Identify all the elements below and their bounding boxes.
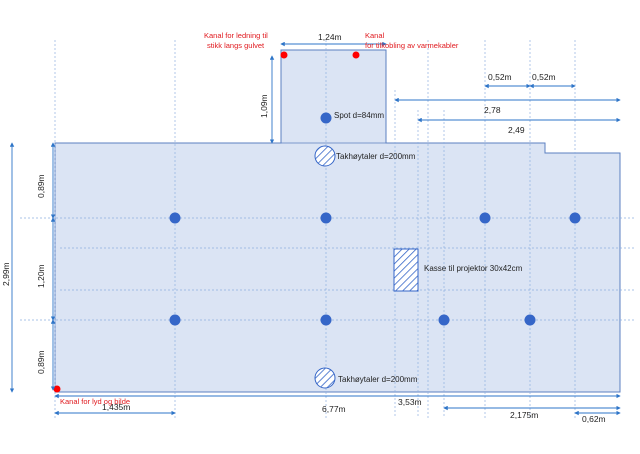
dim-total-width: 6,77m [322, 404, 346, 414]
channel-marker-icon [280, 51, 288, 59]
spot-icon [569, 212, 581, 224]
label-projector-box: Kasse til projektor 30x42cm [424, 264, 523, 273]
label-channel-heat-1: Kanal [365, 31, 385, 40]
dim-total-height: 2,99m [1, 262, 11, 286]
dimension-lines [9, 41, 621, 416]
spot-icon [438, 314, 450, 326]
label-speaker-top: Takhøytaler d=200mm [336, 152, 416, 161]
spot-icon [479, 212, 491, 224]
spot-icon [320, 212, 332, 224]
dim-bottom-band: 0,89m [36, 350, 46, 374]
room-outline [54, 49, 621, 393]
dim-right-run-a: 2,78 [484, 105, 501, 115]
spot-icon [169, 314, 181, 326]
spot-icon [524, 314, 536, 326]
spot-icon [320, 112, 332, 124]
dim-spacing-b: 0,52m [532, 72, 556, 82]
label-channel-picture: Kanal for lyd og bilde [60, 397, 130, 406]
dim-spacing-a: 0,52m [488, 72, 512, 82]
dim-middle-band: 1,20m [36, 264, 46, 288]
dim-bottom-right-a: 3,53m [398, 397, 422, 407]
dim-top-band: 0,89m [36, 174, 46, 198]
dim-bottom-right-b: 2,175m [510, 410, 538, 420]
dim-right-run-b: 2,49 [508, 125, 525, 135]
channel-marker-icon [53, 385, 61, 393]
dim-bottom-right-c: 0,62m [582, 414, 606, 424]
dim-niche-width: 1,24m [318, 32, 342, 42]
label-channel-cable-1: Kanal for ledning til [204, 31, 268, 40]
dim-niche-depth: 1,09m [259, 94, 269, 118]
label-spot: Spot d=84mm [334, 111, 384, 120]
spot-icon [169, 212, 181, 224]
label-speaker-bottom: Takhøytaler d=200mm [338, 375, 418, 384]
channel-marker-icon [352, 51, 360, 59]
spot-icon [320, 314, 332, 326]
label-channel-cable-2: stikk langs gulvet [207, 41, 265, 50]
spot-lights [169, 112, 581, 326]
dim-left-offset: 1,435m [102, 402, 130, 412]
projector-box-icon [393, 248, 419, 292]
label-channel-heat-2: for tilkobling av varmekabler [365, 41, 459, 50]
speaker-icon [314, 145, 336, 167]
speaker-icon [314, 367, 336, 389]
